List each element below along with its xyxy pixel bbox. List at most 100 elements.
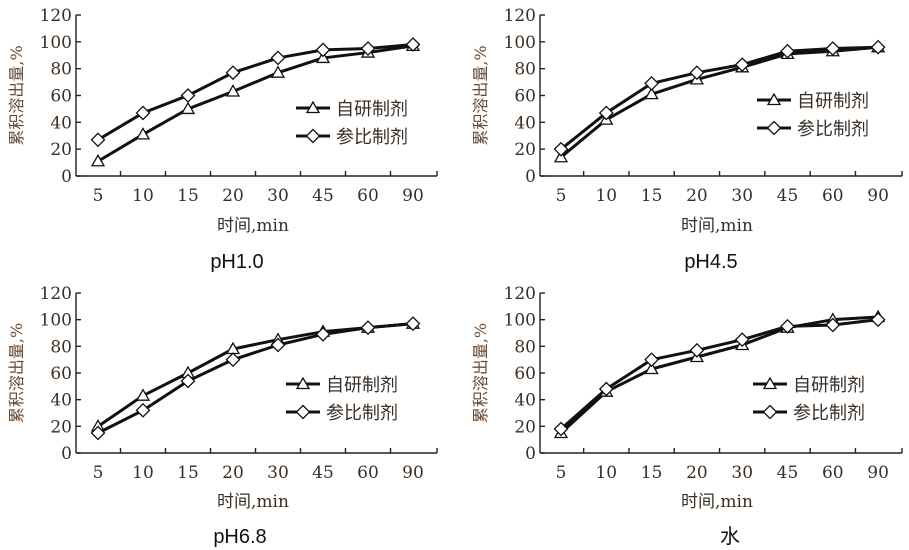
x-axis-title: 时间,min [681, 492, 753, 512]
x-axis-title: 时间,min [217, 492, 289, 512]
y-tick-label: 80 [50, 337, 72, 357]
y-tick-label: 40 [50, 113, 72, 133]
y-tick-label: 80 [50, 60, 72, 80]
data-point-diamond [225, 65, 241, 81]
x-tick-label: 60 [822, 463, 844, 483]
legend-triangle-icon [766, 92, 782, 106]
y-tick-label: 0 [525, 444, 536, 464]
data-point-triangle [225, 84, 241, 97]
chart-panel-2: 0 20 40 60 80 100 120 5 10 15 20 30 45 60 90 时间,min 累积溶出… [471, 6, 903, 273]
panel-caption: pH1.0 [210, 251, 263, 273]
y-tick-label: 60 [514, 364, 536, 384]
data-point-diamond [315, 42, 331, 58]
y-tick-label: 20 [514, 417, 536, 437]
series-line [559, 315, 879, 435]
legend-triangle-icon [305, 100, 321, 114]
x-tick-label: 90 [402, 463, 424, 483]
data-point-diamond [553, 141, 569, 157]
data-point-diamond [315, 326, 331, 342]
y-tick-label: 0 [525, 167, 536, 187]
y-tick-label: 20 [514, 140, 536, 160]
legend-label: 参比制剂 [336, 127, 408, 148]
x-tick-label: 30 [267, 463, 289, 483]
data-point-diamond [870, 312, 886, 328]
series-diamond [90, 316, 421, 441]
legend-label: 自研制剂 [797, 91, 869, 112]
data-point-diamond [405, 37, 421, 52]
legend-diamond-icon [766, 120, 782, 136]
y-tick-label: 40 [50, 391, 72, 411]
data-point-triangle [644, 361, 659, 375]
y-tick-label: 40 [514, 391, 536, 411]
series-diamond [90, 37, 421, 148]
data-point-triangle [180, 101, 196, 115]
y-tick-label: 20 [50, 417, 72, 437]
x-tick-label: 5 [93, 186, 104, 206]
x-tick-label: 5 [556, 463, 567, 483]
data-point-diamond [780, 43, 795, 59]
legend-label: 自研制剂 [326, 375, 398, 396]
y-tick-label: 40 [514, 113, 536, 133]
data-point-triangle [270, 65, 286, 78]
x-axis-title: 时间,min [681, 216, 753, 236]
y-axis-title: 累积溶出量,% [7, 45, 26, 145]
y-tick-label: 100 [40, 311, 72, 331]
y-tick-label: 60 [50, 87, 72, 107]
x-tick-label: 90 [867, 463, 889, 483]
data-point-diamond [360, 320, 376, 336]
x-tick-label: 5 [556, 186, 567, 206]
legend-label: 参比制剂 [326, 403, 398, 424]
y-tick-label: 80 [514, 337, 536, 357]
panel-caption: pH4.5 [684, 251, 737, 273]
legend-diamond-icon [295, 404, 311, 420]
data-point-diamond [553, 421, 569, 437]
panel-caption: 水 [720, 525, 740, 548]
x-tick-label: 20 [222, 186, 244, 206]
series-line [97, 43, 414, 142]
x-tick-label: 10 [595, 186, 617, 206]
data-point-diamond [644, 76, 660, 91]
y-tick-label: 100 [504, 33, 536, 53]
x-tick-label: 30 [731, 463, 753, 483]
x-tick-label: 60 [357, 463, 379, 483]
x-tick-label: 20 [222, 463, 244, 483]
x-tick-label: 45 [777, 186, 799, 206]
data-point-diamond [825, 317, 841, 333]
legend-diamond-icon [762, 404, 778, 420]
data-point-diamond [598, 381, 614, 397]
y-tick-label: 0 [61, 167, 72, 187]
x-axis-title: 时间,min [217, 216, 289, 236]
data-point-triangle [135, 127, 151, 140]
chart-panel-1: 0 20 40 60 80 100 120 5 10 15 20 30 45 60 90 时间,min 累积溶出… [7, 6, 438, 273]
data-point-triangle [90, 153, 106, 167]
y-tick-label: 100 [40, 33, 72, 53]
x-tick-label: 15 [177, 186, 199, 206]
y-tick-label: 120 [40, 6, 72, 26]
x-tick-label: 10 [132, 463, 154, 483]
legend-triangle-icon [762, 376, 778, 390]
x-tick-label: 20 [686, 186, 708, 206]
series-line [560, 45, 879, 159]
data-point-diamond [598, 105, 614, 121]
series-line [560, 318, 879, 431]
data-point-diamond [135, 402, 151, 418]
legend-label: 自研制剂 [793, 375, 865, 396]
x-tick-label: 20 [686, 463, 708, 483]
data-point-diamond [90, 425, 106, 441]
y-tick-label: 120 [40, 284, 72, 304]
series-line [560, 45, 879, 151]
y-tick-label: 80 [514, 60, 536, 80]
data-point-diamond [180, 373, 196, 389]
data-point-diamond [270, 337, 286, 353]
x-tick-label: 60 [357, 186, 379, 206]
series-line [97, 322, 414, 435]
data-point-diamond [689, 342, 705, 358]
data-point-diamond [405, 316, 421, 332]
chart-panel-3: 0 20 40 60 80 100 120 5 10 15 20 30 45 60 90 时间,min 累积溶出… [7, 284, 438, 548]
x-tick-label: 45 [312, 463, 334, 483]
series-diamond [553, 312, 886, 437]
data-point-diamond [270, 50, 286, 66]
